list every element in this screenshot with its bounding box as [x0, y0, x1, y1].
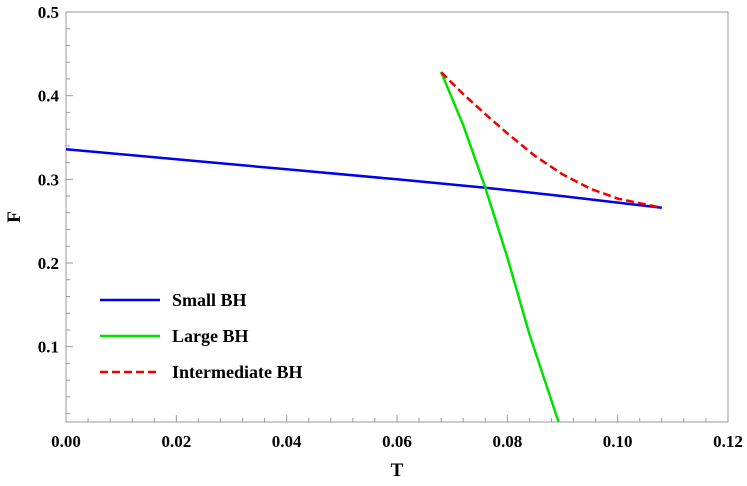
legend: Small BH Large BH Intermediate BH	[100, 290, 302, 382]
y-tick-label: 0.2	[38, 254, 59, 273]
series-line-large-bh	[439, 71, 560, 423]
series-line-small-bh	[65, 147, 662, 210]
y-tick-label: 0.3	[38, 170, 59, 189]
x-tick-label: 0.02	[161, 432, 191, 451]
y-axis-title: F	[4, 211, 25, 223]
x-tick-label: 0.12	[713, 432, 743, 451]
x-axis-ticks: 0.00 0.02 0.04 0.06 0.08 0.10 0.12	[51, 415, 743, 451]
x-tick-label: 0.06	[382, 432, 412, 451]
x-axis-title: T	[391, 460, 404, 481]
legend-label: Small BH	[172, 290, 247, 310]
x-tick-label: 0.04	[272, 432, 302, 451]
legend-label: Large BH	[172, 326, 249, 346]
y-axis-ticks: 0.1 0.2 0.3 0.4 0.5	[38, 3, 73, 415]
x-tick-label: 0.00	[51, 432, 81, 451]
y-tick-label: 0.1	[38, 338, 59, 357]
x-tick-label: 0.10	[603, 432, 633, 451]
series-layer	[65, 71, 663, 423]
x-tick-label: 0.08	[492, 432, 522, 451]
y-tick-label: 0.4	[38, 87, 60, 106]
legend-label: Intermediate BH	[172, 362, 302, 382]
plot-frame	[65, 11, 729, 423]
series-line-intermediate-bh	[440, 71, 663, 210]
y-tick-label: 0.5	[38, 3, 59, 22]
